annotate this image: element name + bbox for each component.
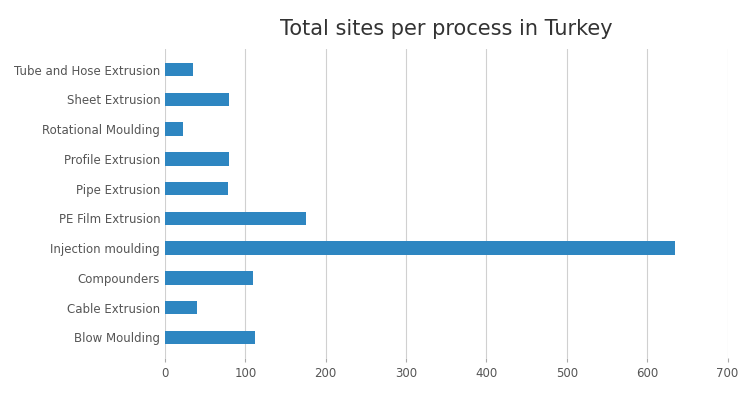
Bar xyxy=(165,152,230,166)
Title: Total sites per process in Turkey: Total sites per process in Turkey xyxy=(280,19,613,39)
Bar xyxy=(165,182,228,195)
Bar xyxy=(165,241,675,255)
Bar xyxy=(165,331,255,344)
Bar xyxy=(165,93,230,106)
Bar xyxy=(165,123,183,136)
Bar xyxy=(165,63,194,76)
Bar xyxy=(165,212,306,225)
Bar xyxy=(165,271,254,284)
Bar xyxy=(165,301,197,314)
